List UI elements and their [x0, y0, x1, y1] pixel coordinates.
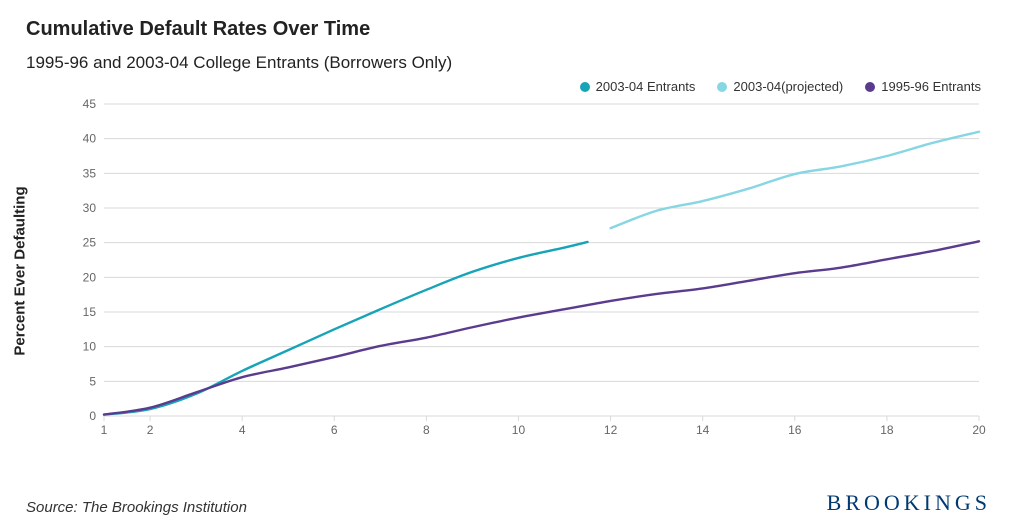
- x-tick-label: 1: [101, 423, 108, 437]
- brand-logo: BROOKINGS: [827, 490, 991, 516]
- series-line-entrants_2003_04_projected: [611, 132, 979, 228]
- legend-dot-icon: [717, 82, 727, 92]
- y-tick-label: 45: [83, 97, 97, 111]
- y-tick-label: 40: [83, 132, 97, 146]
- legend-item-entrants_2003_04: 2003-04 Entrants: [580, 79, 696, 94]
- chart-title: Cumulative Default Rates Over Time: [26, 18, 991, 41]
- x-tick-label: 20: [972, 423, 986, 437]
- y-tick-label: 20: [83, 270, 97, 284]
- y-tick-label: 5: [89, 374, 96, 388]
- legend-label: 2003-04(projected): [733, 79, 843, 94]
- source-text: Source: The Brookings Institution: [26, 499, 247, 516]
- x-axis: 12468101214161820: [101, 416, 986, 437]
- legend-item-entrants_2003_04_projected: 2003-04(projected): [717, 79, 843, 94]
- y-tick-label: 30: [83, 201, 97, 215]
- legend-dot-icon: [580, 82, 590, 92]
- legend-item-entrants_1995_96: 1995-96 Entrants: [865, 79, 981, 94]
- y-tick-label: 15: [83, 305, 97, 319]
- x-tick-label: 18: [880, 423, 894, 437]
- y-tick-label: 10: [83, 340, 97, 354]
- legend-label: 2003-04 Entrants: [596, 79, 696, 94]
- x-tick-label: 10: [512, 423, 526, 437]
- chart-area: Percent Ever Defaulting 0510152025303540…: [26, 96, 991, 446]
- x-tick-label: 16: [788, 423, 802, 437]
- legend: 2003-04 Entrants 2003-04(projected) 1995-9…: [26, 79, 981, 94]
- line-chart-svg: 05101520253035404512468101214161820: [26, 96, 991, 446]
- chart-subtitle: 1995-96 and 2003-04 College Entrants (Bo…: [26, 53, 991, 73]
- legend-label: 1995-96 Entrants: [881, 79, 981, 94]
- x-tick-label: 14: [696, 423, 710, 437]
- y-axis-label: Percent Ever Defaulting: [12, 186, 29, 355]
- y-tick-label: 35: [83, 166, 97, 180]
- series-line-entrants_2003_04: [104, 242, 588, 415]
- y-gridlines: 0 5 10 15 20 25 30 35 40 45: [83, 97, 979, 423]
- y-tick-label: 25: [83, 236, 97, 250]
- x-tick-label: 8: [423, 423, 430, 437]
- legend-dot-icon: [865, 82, 875, 92]
- x-tick-label: 4: [239, 423, 246, 437]
- x-tick-label: 6: [331, 423, 338, 437]
- x-tick-label: 2: [147, 423, 154, 437]
- series-line-entrants_1995_96: [104, 241, 979, 414]
- x-tick-label: 12: [604, 423, 618, 437]
- y-tick-label: 0: [89, 409, 96, 423]
